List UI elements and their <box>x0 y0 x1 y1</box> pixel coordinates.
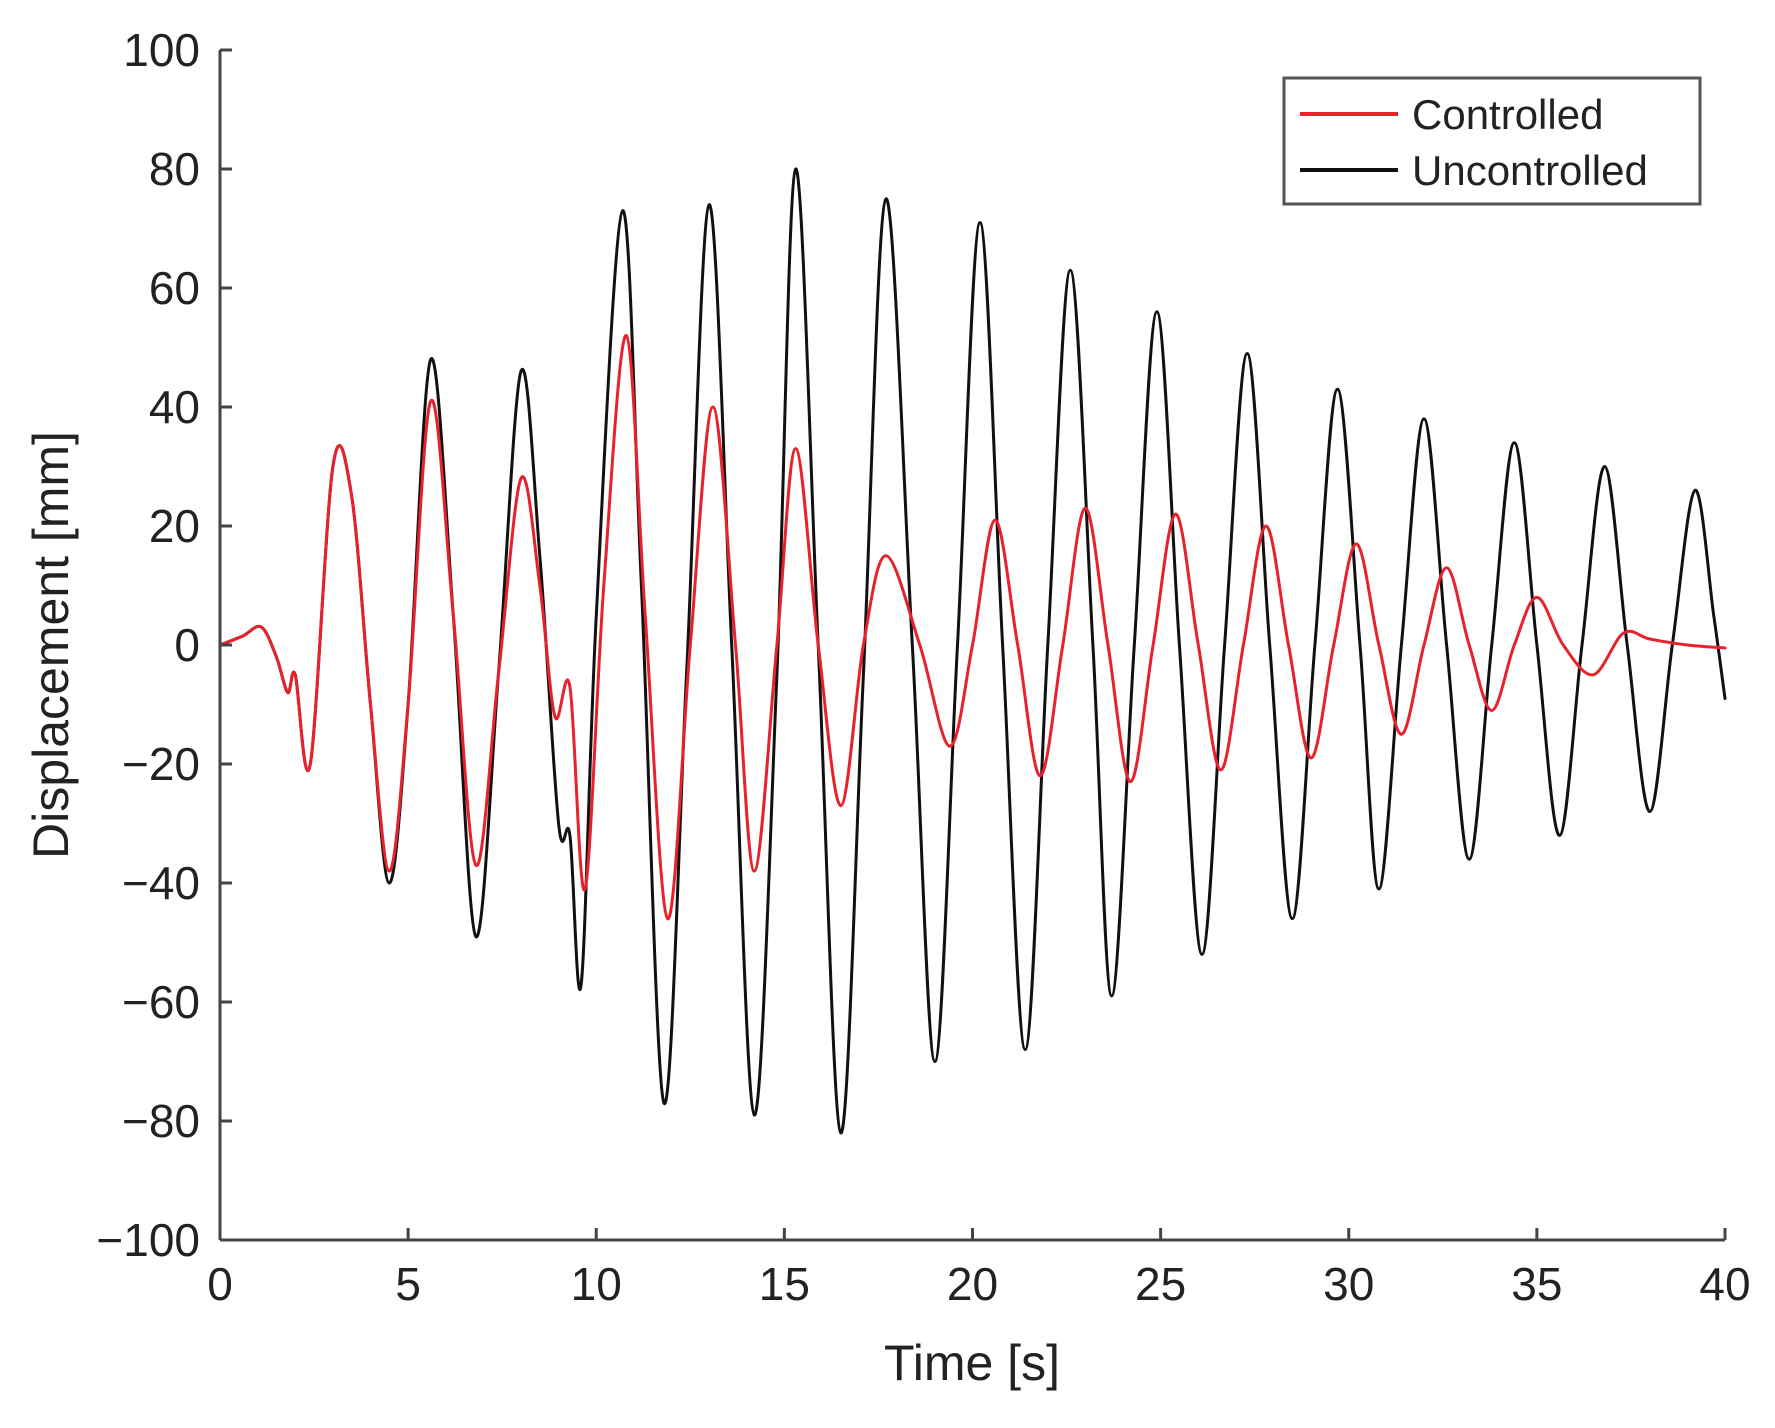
series-line-controlled <box>218 334 1727 921</box>
y-tick-label: −100 <box>96 1214 200 1266</box>
x-tick-label: 10 <box>571 1258 622 1310</box>
y-tick-label: 0 <box>174 619 200 671</box>
legend-label-controlled: Controlled <box>1412 91 1603 138</box>
legend-label-uncontrolled: Uncontrolled <box>1412 147 1648 194</box>
x-axis-label: Time [s] <box>884 1335 1060 1391</box>
legend-box <box>1282 76 1702 206</box>
y-tick-label: 100 <box>123 24 200 76</box>
x-tick-label: 5 <box>395 1258 421 1310</box>
y-tick-label: −80 <box>122 1095 200 1147</box>
x-tick-label: 25 <box>1135 1258 1186 1310</box>
ticks-layer: 0 5 10 15 20 25 30 35 40 100 80 60 40 20 0 −20 −40 −60 −80… <box>96 24 1750 1310</box>
x-tick-label: 30 <box>1323 1258 1374 1310</box>
y-axis-label: Displacement [mm] <box>23 431 79 859</box>
y-tick-label: 20 <box>149 500 200 552</box>
x-tick-label: 35 <box>1511 1258 1562 1310</box>
y-tick-label: 40 <box>149 381 200 433</box>
y-tick-label: −40 <box>122 857 200 909</box>
y-tick-label: 60 <box>149 262 200 314</box>
y-tick-label: −60 <box>122 976 200 1028</box>
y-tick-label: −20 <box>122 738 200 790</box>
legend: Controlled Uncontrolled <box>1282 76 1702 206</box>
x-tick-label: 0 <box>207 1258 233 1310</box>
y-tick-label: 80 <box>149 143 200 195</box>
x-tick-label: 40 <box>1699 1258 1750 1310</box>
x-tick-label: 20 <box>947 1258 998 1310</box>
series-layer <box>218 167 1727 1135</box>
x-tick-label: 15 <box>759 1258 810 1310</box>
